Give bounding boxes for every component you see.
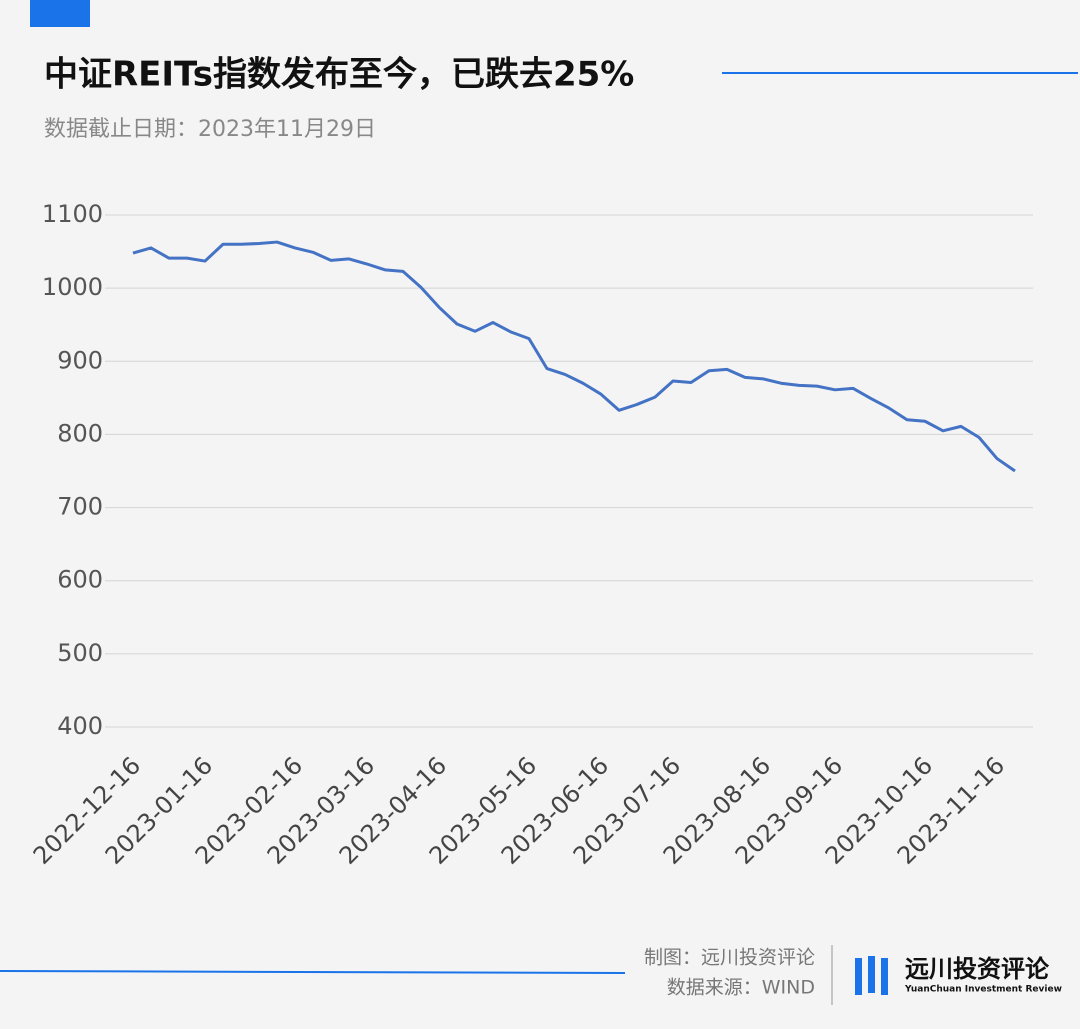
- footer-rule: [0, 970, 626, 974]
- logo: [855, 956, 888, 995]
- y-tick-label: 1000: [42, 273, 103, 301]
- logo-bar: [868, 956, 875, 993]
- source: 数据来源：WIND: [667, 977, 815, 999]
- logo-bar: [855, 958, 862, 995]
- y-tick-label: 400: [57, 712, 103, 740]
- y-tick-label: 900: [57, 346, 103, 374]
- y-tick-label: 700: [57, 493, 103, 521]
- brand: 远川投资评论: [905, 955, 1050, 983]
- brand-en: YuanChuan Investment Review: [904, 985, 1062, 995]
- credit: 制图：远川投资评论: [644, 947, 815, 969]
- y-tick-label: 500: [57, 639, 103, 667]
- data-line: [132, 240, 1016, 473]
- logo-bar: [881, 958, 888, 995]
- y-tick-label: 1100: [42, 200, 103, 228]
- chart-subtitle: 数据截止日期：2023年11月29日: [44, 117, 376, 142]
- y-tick-label: 600: [57, 566, 103, 594]
- chart-title: 中证REITs指数发布至今，已跌去25%: [44, 55, 634, 95]
- accent-block: [30, 0, 90, 27]
- y-tick-label: 800: [57, 419, 103, 447]
